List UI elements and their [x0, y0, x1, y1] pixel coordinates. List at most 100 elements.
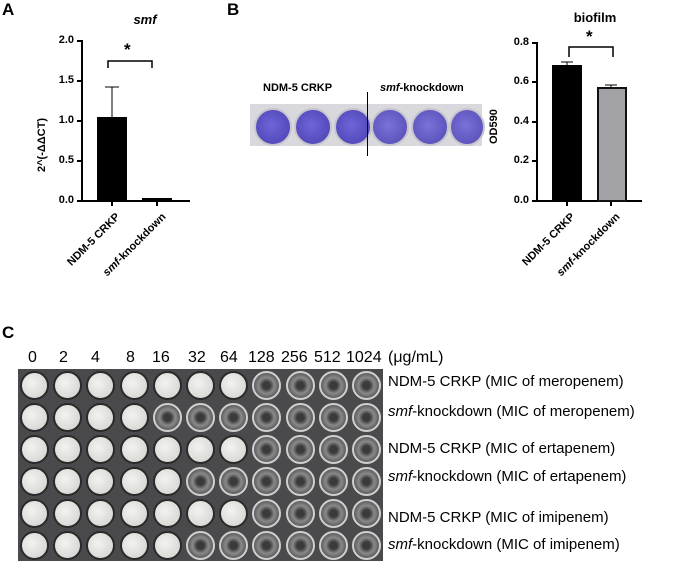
well-clear — [285, 370, 315, 400]
well-turbid — [152, 530, 182, 560]
well-turbid — [119, 402, 149, 432]
chart-b-ytick: 0.6 — [513, 75, 529, 87]
well-clear — [318, 466, 348, 496]
well-turbid — [152, 434, 182, 464]
well-turbid — [53, 466, 83, 496]
biofilm-well — [449, 108, 485, 146]
conc-label: 0 — [28, 349, 37, 366]
row-label: smf-knockdown (MIC of ertapenem) — [388, 468, 627, 485]
well-clear — [186, 402, 215, 432]
conc-label: 8 — [126, 349, 135, 366]
chart-b-ytick: 0.2 — [513, 154, 529, 166]
conc-label: 512 — [314, 349, 341, 366]
well-clear — [351, 402, 381, 432]
well-clear — [186, 530, 215, 560]
well-clear — [318, 434, 348, 464]
well-turbid — [186, 370, 215, 400]
conc-label: 128 — [248, 349, 275, 366]
chart-a-ylabel: 2^(-ΔΔCT) — [36, 117, 48, 172]
well-turbid — [20, 530, 50, 560]
well-clear — [351, 434, 381, 464]
well-turbid — [219, 370, 249, 400]
chart-a-title: smf — [133, 12, 157, 27]
row-label: NDM-5 CRKP (MIC of meropenem) — [388, 373, 624, 390]
well-clear — [351, 498, 381, 528]
well-clear — [318, 498, 348, 528]
chart-a-ytick: 0.5 — [58, 154, 74, 166]
plate-divider — [367, 92, 368, 156]
row-label: NDM-5 CRKP (MIC of ertapenem) — [388, 440, 616, 457]
well-turbid — [86, 402, 116, 432]
well-turbid — [152, 498, 182, 528]
conc-label: 64 — [220, 349, 238, 366]
well-turbid — [219, 434, 249, 464]
well-clear — [252, 370, 282, 400]
well-turbid — [119, 498, 149, 528]
well-clear — [318, 402, 348, 432]
biofilm-well-strip — [250, 104, 485, 146]
well-turbid — [86, 498, 116, 528]
chart-a-significance: * — [124, 40, 131, 59]
well-clear — [285, 530, 315, 560]
biofilm-well — [411, 108, 449, 146]
well-turbid — [119, 466, 149, 496]
chart-a-ytick: 2.0 — [58, 34, 74, 46]
chart-b-ytick: 0.0 — [513, 194, 529, 206]
biofilm-well — [294, 108, 332, 146]
well-clear — [285, 466, 315, 496]
well-turbid — [20, 466, 50, 496]
chart-b-ylabel: OD590 — [488, 109, 500, 144]
plate-label-left: NDM-5 CRKP — [263, 82, 333, 94]
chart-a-ytick: 1.5 — [58, 74, 74, 86]
panel-letter-c: C — [2, 323, 15, 342]
chart-b-ytick: 0.4 — [513, 115, 529, 127]
conc-label: 2 — [59, 349, 68, 366]
well-clear — [219, 402, 249, 432]
well-turbid — [86, 466, 116, 496]
well-clear — [285, 498, 315, 528]
conc-label: 1024 — [346, 349, 382, 366]
biofilm-well — [254, 108, 292, 146]
chart-b-title: biofilm — [573, 10, 617, 25]
well-clear — [252, 466, 282, 496]
well-clear — [351, 466, 381, 496]
mic-plate — [18, 369, 383, 561]
well-turbid — [86, 530, 116, 560]
well-turbid — [219, 498, 249, 528]
row-label: smf-knockdown (MIC of imipenem) — [388, 536, 620, 553]
well-turbid — [20, 370, 50, 400]
biofilm-well — [334, 108, 372, 146]
conc-label: 16 — [152, 349, 170, 366]
well-turbid — [186, 434, 215, 464]
well-turbid — [20, 498, 50, 528]
well-turbid — [53, 402, 83, 432]
well-turbid — [119, 530, 149, 560]
well-turbid — [152, 466, 182, 496]
well-turbid — [53, 370, 83, 400]
well-turbid — [20, 402, 50, 432]
well-clear — [285, 434, 315, 464]
biofilm-well — [371, 108, 409, 146]
chart-b-ytick: 0.8 — [513, 36, 529, 48]
well-turbid — [186, 498, 215, 528]
well-clear — [252, 498, 282, 528]
well-clear — [252, 402, 282, 432]
plate-label-right: smf-knockdown — [380, 82, 464, 94]
panel-letter-b: B — [227, 0, 240, 19]
well-turbid — [20, 434, 50, 464]
well-turbid — [119, 370, 149, 400]
well-turbid — [53, 434, 83, 464]
well-clear — [351, 370, 381, 400]
well-clear — [351, 530, 381, 560]
well-clear — [285, 402, 315, 432]
well-turbid — [53, 530, 83, 560]
chart-a-ytick: 0.0 — [58, 194, 74, 206]
panel-letter-a: A — [2, 0, 15, 19]
chart-b-significance: * — [586, 27, 593, 46]
well-clear — [219, 530, 249, 560]
conc-label: 32 — [188, 349, 206, 366]
row-label: NDM-5 CRKP (MIC of imipenem) — [388, 509, 609, 526]
conc-label: 256 — [281, 349, 308, 366]
conc-unit: (μg/mL) — [388, 349, 444, 366]
